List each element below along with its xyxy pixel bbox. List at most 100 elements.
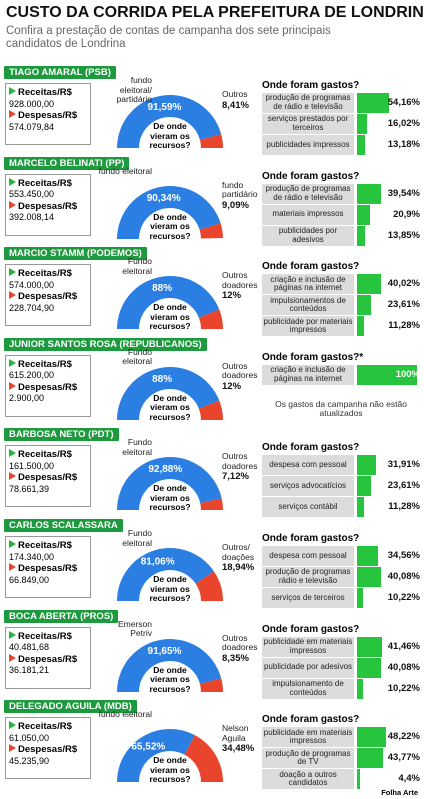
finance-label: Receitas/R$: [18, 540, 72, 551]
spending-item: impulsionamento de conteúdos: [262, 678, 354, 699]
finance-label-row: Despesas/R$: [9, 291, 90, 303]
segment-label-group: Outros doadores 7,12%: [222, 452, 264, 483]
finance-label-row: Receitas/R$: [9, 721, 90, 733]
funding-question: De onde vieram os recursos?: [149, 755, 191, 785]
segment-percent: 81,06%: [141, 556, 175, 567]
arrow-icon: [9, 449, 16, 458]
segment-label: Outros doadores: [222, 270, 258, 290]
spending-percent: 40,08%: [387, 571, 420, 582]
spending-bar: [357, 183, 381, 204]
spending-percent: 11,28%: [388, 320, 420, 332]
segment-label: Outros/ doações: [222, 542, 255, 562]
finance-box: Receitas/R$ 174.340,00 Despesas/R$ 66.849,0…: [5, 536, 91, 598]
finance-label: Despesas/R$: [18, 563, 78, 574]
donut-segment: [198, 309, 223, 330]
spending-percent: 11,28%: [388, 501, 420, 513]
spending-item: publicidade em materiais impressos: [262, 727, 354, 748]
spending-item: publicidade em materiais impressos: [262, 636, 354, 657]
spending-item: impulsionamentos de conteúdos: [262, 295, 354, 316]
spending-bar: [357, 678, 364, 699]
spending-item: publicidades por adesivos: [262, 225, 354, 246]
spending-item: produção de programas rádio e televisão: [262, 567, 354, 587]
spending-item: criação e inclusão de páginas na interne…: [262, 364, 354, 385]
arrow-icon: [9, 563, 16, 571]
spending-item: produção de programas de rádio e televis…: [262, 183, 354, 204]
arrow-icon: [9, 630, 16, 639]
segment-percent: 91,59%: [148, 102, 182, 113]
spending-percent: 23,61%: [387, 480, 420, 492]
funding-donut: 90,34%: [117, 185, 223, 239]
segment-label-group: fundo partidário 9,09%: [222, 179, 264, 211]
segment-percent: 7,12%: [222, 471, 249, 483]
spending-bar: [357, 636, 382, 657]
spending-item: serviços contábil: [262, 497, 354, 518]
segment-label: fundo partidário: [222, 179, 258, 200]
spending-title: Onde foram gastos?: [262, 714, 360, 726]
finance-label: Receitas/R$: [18, 87, 72, 98]
spending-item: despesa com pessoal: [262, 546, 354, 566]
donut-segment: [117, 185, 221, 239]
segment-percent: 92,88%: [148, 464, 182, 475]
arrow-icon: [9, 381, 16, 390]
donut-segment: [195, 571, 223, 601]
arrow-icon: [9, 87, 16, 95]
finance-label-row: Despesas/R$: [9, 381, 90, 394]
candidate-name: TIAGO AMARAL (PSB): [4, 66, 116, 79]
finance-label: Receitas/R$: [18, 358, 72, 370]
finance-label: Despesas/R$: [18, 381, 78, 393]
finance-label-row: Despesas/R$: [9, 744, 90, 756]
spending-bar: [357, 727, 386, 748]
spending-percent: 34,56%: [387, 550, 420, 561]
spending-title: Onde foram gastos?: [262, 80, 360, 91]
spending-item: despesa com pessoal: [262, 455, 354, 476]
segment-label: fundo eleitoral: [98, 709, 152, 720]
spending-title: Onde foram gastos?: [262, 442, 360, 454]
funding-question: De onde vieram os recursos?: [149, 121, 191, 150]
finance-value: 40.481,68: [9, 642, 50, 653]
finance-label: Receitas/R$: [18, 630, 72, 642]
spending-item: doação a outros candidatos: [262, 769, 354, 790]
donut-segment: [117, 457, 222, 511]
spending-item: serviços de terceiros: [262, 588, 354, 608]
finance-label-row: Despesas/R$: [9, 653, 90, 666]
funding-donut: 91,65%: [117, 638, 223, 692]
note: Os gastos da campanha não estão atualiza…: [275, 398, 407, 419]
segment-label: fundo eleitoral: [98, 165, 152, 176]
spending-bar: [357, 274, 381, 295]
funding-question: De onde vieram os recursos?: [149, 302, 191, 332]
finance-label-row: Despesas/R$: [9, 200, 90, 213]
candidate-panel: JUNIOR SANTOS ROSA (REPUBLICANOS) Receita…: [0, 337, 424, 428]
spending-percent: 13,85%: [387, 229, 420, 241]
segment-label: Emerson Petriv: [117, 618, 152, 639]
spending-title: Onde foram gastos?: [262, 170, 360, 182]
finance-label: Despesas/R$: [18, 653, 78, 665]
spending-bar: [357, 93, 390, 113]
spending-bar: [357, 476, 372, 497]
spending-percent: 20,9%: [393, 208, 420, 220]
spending-item: materiais impressos: [262, 204, 354, 225]
donut-segment: [199, 134, 223, 148]
segment-percent: 9,09%: [222, 199, 249, 211]
subtitle: Confira a prestação de contas de campanh…: [6, 25, 331, 50]
arrow-icon: [9, 721, 16, 730]
spending-percent: 23,61%: [387, 299, 420, 311]
finance-value: 61.050,00: [9, 732, 50, 743]
segment-percent: 12%: [222, 290, 242, 302]
spending-bar: [357, 295, 372, 316]
funding-question: De onde vieram os recursos?: [149, 483, 191, 513]
finance-value: 36.181,21: [9, 665, 50, 676]
spending-percent: 54,16%: [387, 97, 420, 108]
segment-percent: 18,94%: [222, 562, 255, 573]
arrow-icon: [9, 653, 16, 662]
spending-percent: 41,46%: [387, 640, 420, 652]
candidate-name: DELEGADO AGUILA (MDB): [4, 700, 137, 714]
finance-label: Despesas/R$: [18, 291, 78, 303]
spending-item: serviços advocatícios: [262, 476, 354, 497]
candidate-name: BARBOSA NETO (PDT): [4, 428, 119, 442]
funding-donut: 88%: [117, 276, 223, 330]
spending-bar: [357, 135, 365, 155]
candidate-panel: TIAGO AMARAL (PSB) Receitas/R$ 928.000,00 D…: [0, 66, 424, 156]
arrow-icon: [9, 200, 16, 209]
finance-label-row: Receitas/R$: [9, 358, 90, 371]
